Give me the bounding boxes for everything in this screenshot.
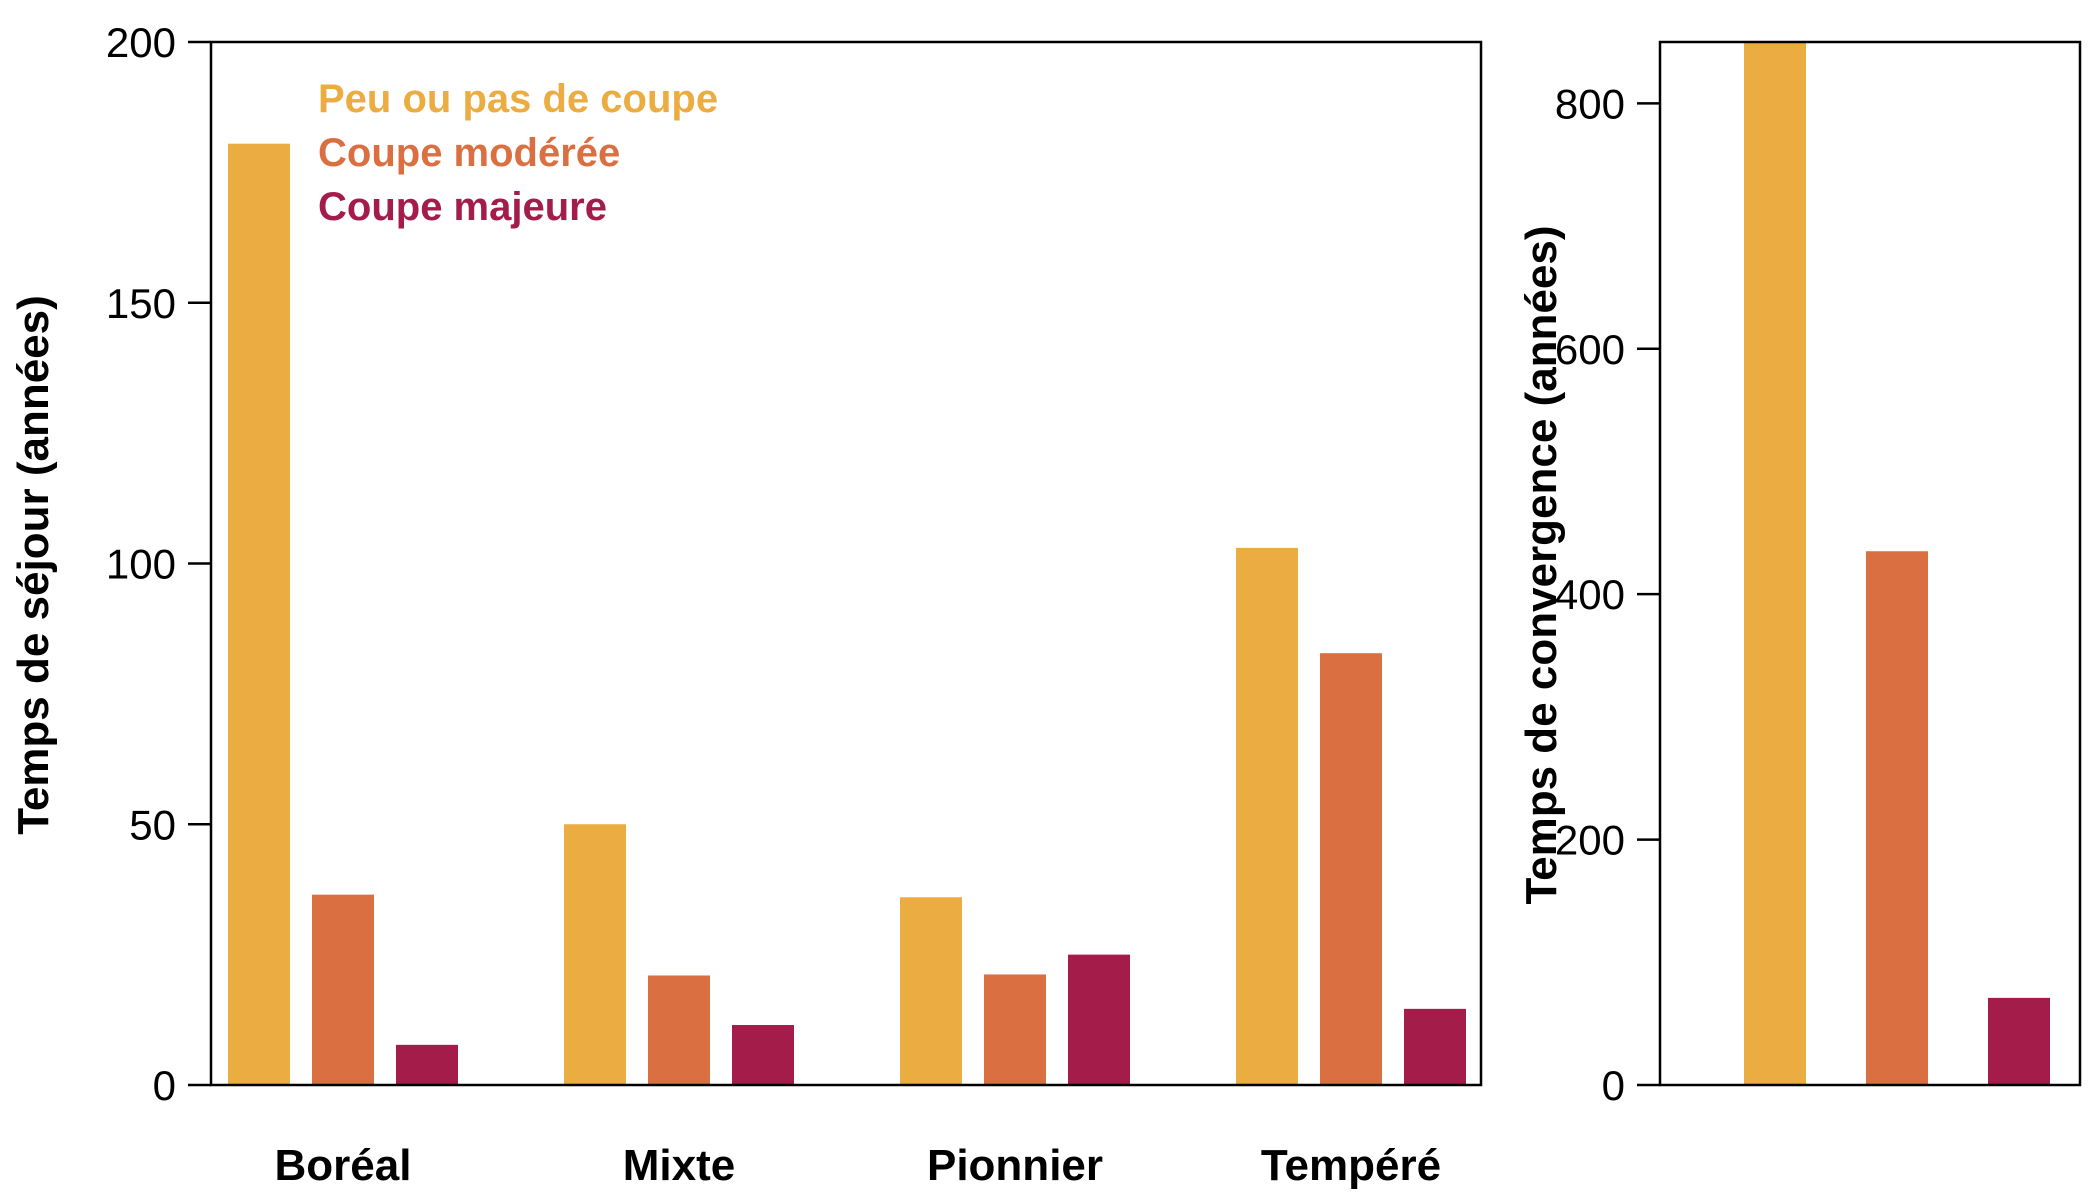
convergence-time-y-axis-title: Temps de convergence (années) bbox=[1517, 226, 1566, 905]
bar-tempere-coupe-majeure bbox=[1404, 1008, 1466, 1085]
bar-boreal-coupe-majeure bbox=[396, 1044, 458, 1085]
residence-time-y-axis-title: Temps de séjour (années) bbox=[9, 295, 58, 835]
bar-mixte-coupe-majeure bbox=[732, 1025, 794, 1085]
bar-pionnier-coupe-moderee bbox=[984, 974, 1046, 1085]
category-label-boreal: Boréal bbox=[275, 1141, 412, 1190]
convergence-time-chart: 0 200 400 600 800 Temps de convergence (anné… bbox=[1517, 40, 2082, 1109]
y-tick-label-150: 150 bbox=[106, 280, 176, 327]
convergence-y-tick-label-600: 600 bbox=[1555, 326, 1625, 373]
y-tick-label-0: 0 bbox=[153, 1062, 176, 1109]
convergence-bar-3 bbox=[1988, 997, 2050, 1085]
bar-boreal-peu-ou-pas-de-coupe bbox=[228, 143, 290, 1085]
bar-tempere-coupe-moderee bbox=[1320, 653, 1382, 1085]
category-label-mixte: Mixte bbox=[623, 1141, 735, 1190]
bar-mixte-coupe-moderee bbox=[648, 975, 710, 1085]
bar-boreal-coupe-moderee bbox=[312, 894, 374, 1085]
bar-tempere-peu-ou-pas-de-coupe bbox=[1236, 547, 1298, 1085]
residence-time-y-axis: 0 50 100 150 200 bbox=[106, 19, 211, 1109]
convergence-y-tick-label-0: 0 bbox=[1602, 1062, 1625, 1109]
category-label-tempere: Tempéré bbox=[1261, 1141, 1441, 1190]
convergence-y-tick-label-800: 800 bbox=[1555, 80, 1625, 127]
convergence-bar-1 bbox=[1744, 42, 1806, 1085]
convergence-y-tick-label-400: 400 bbox=[1555, 571, 1625, 618]
y-tick-label-50: 50 bbox=[129, 801, 176, 848]
convergence-y-tick-label-200: 200 bbox=[1555, 817, 1625, 864]
bar-pionnier-peu-ou-pas-de-coupe bbox=[900, 897, 962, 1085]
legend: Peu ou pas de coupe Coupe modérée Coupe ma… bbox=[318, 77, 718, 229]
residence-time-x-axis: Boréal Mixte Pionnier Tempéré bbox=[275, 1141, 1442, 1190]
convergence-time-plot-frame bbox=[1658, 40, 2082, 1087]
convergence-time-y-axis: 0 200 400 600 800 bbox=[1555, 80, 1660, 1109]
convergence-time-bars bbox=[1744, 42, 2050, 1085]
bar-mixte-peu-ou-pas-de-coupe bbox=[564, 824, 626, 1085]
legend-entry-coupe-moderee: Coupe modérée bbox=[318, 131, 620, 175]
convergence-bar-2 bbox=[1866, 551, 1928, 1085]
category-label-pionnier: Pionnier bbox=[927, 1141, 1103, 1190]
y-tick-label-200: 200 bbox=[106, 19, 176, 66]
bar-pionnier-coupe-majeure bbox=[1068, 954, 1130, 1085]
y-tick-label-100: 100 bbox=[106, 541, 176, 588]
legend-entry-peu-ou-pas-de-coupe: Peu ou pas de coupe bbox=[318, 77, 718, 121]
legend-entry-coupe-majeure: Coupe majeure bbox=[318, 185, 607, 229]
residence-time-bars bbox=[228, 143, 1466, 1085]
